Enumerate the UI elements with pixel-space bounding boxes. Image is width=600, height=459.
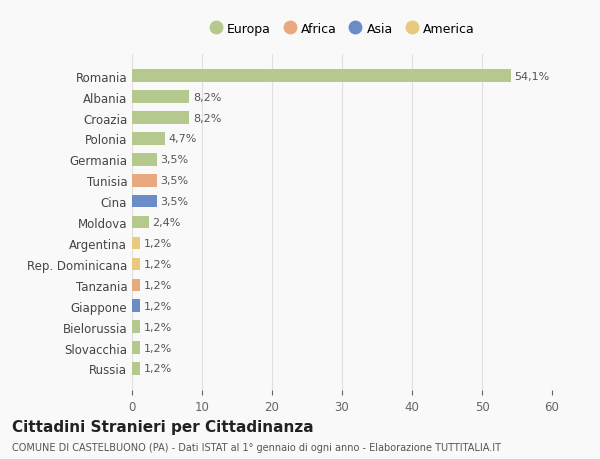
Bar — [132, 321, 140, 333]
Legend: Europa, Africa, Asia, America: Europa, Africa, Asia, America — [205, 18, 479, 41]
Text: 1,2%: 1,2% — [144, 301, 172, 311]
Text: 4,7%: 4,7% — [169, 134, 197, 144]
Text: 54,1%: 54,1% — [514, 72, 550, 82]
Text: COMUNE DI CASTELBUONO (PA) - Dati ISTAT al 1° gennaio di ogni anno - Elaborazion: COMUNE DI CASTELBUONO (PA) - Dati ISTAT … — [12, 442, 501, 452]
Bar — [132, 258, 140, 271]
Text: 8,2%: 8,2% — [193, 113, 221, 123]
Bar — [132, 154, 157, 166]
Text: 1,2%: 1,2% — [144, 322, 172, 332]
Bar — [132, 196, 157, 208]
Text: 1,2%: 1,2% — [144, 364, 172, 374]
Text: 3,5%: 3,5% — [160, 176, 188, 186]
Text: 1,2%: 1,2% — [144, 259, 172, 269]
Text: 1,2%: 1,2% — [144, 343, 172, 353]
Text: 1,2%: 1,2% — [144, 280, 172, 290]
Bar — [132, 216, 149, 229]
Bar — [132, 133, 165, 146]
Text: 1,2%: 1,2% — [144, 239, 172, 248]
Bar — [132, 363, 140, 375]
Bar — [132, 237, 140, 250]
Bar — [132, 341, 140, 354]
Bar — [132, 174, 157, 187]
Bar — [132, 112, 190, 124]
Text: 8,2%: 8,2% — [193, 92, 221, 102]
Text: 2,4%: 2,4% — [152, 218, 181, 228]
Bar — [132, 300, 140, 312]
Text: 3,5%: 3,5% — [160, 197, 188, 207]
Text: 3,5%: 3,5% — [160, 155, 188, 165]
Bar — [132, 279, 140, 291]
Bar — [132, 70, 511, 83]
Text: Cittadini Stranieri per Cittadinanza: Cittadini Stranieri per Cittadinanza — [12, 420, 314, 435]
Bar — [132, 91, 190, 104]
